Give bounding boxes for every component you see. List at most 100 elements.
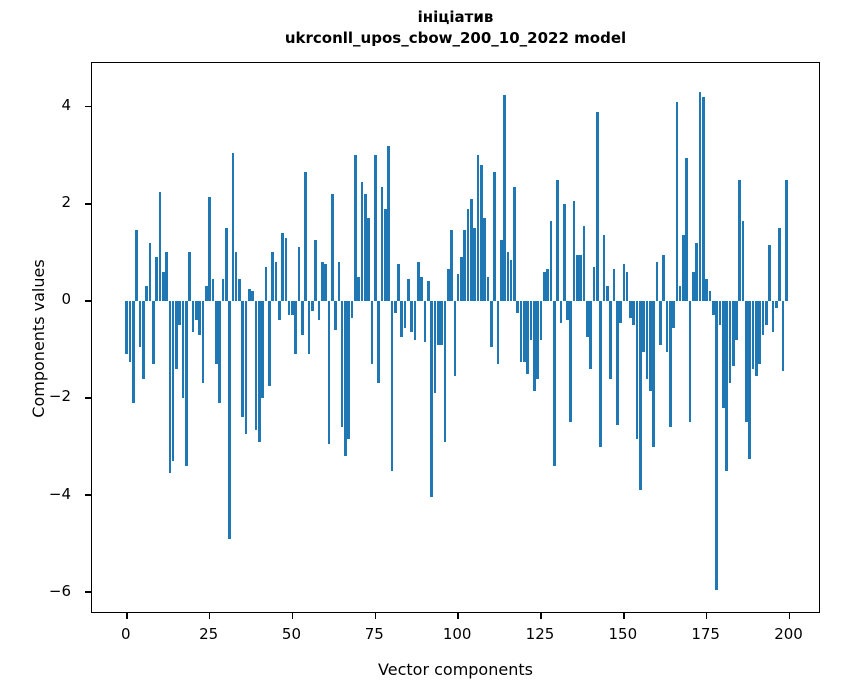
bar (721, 300, 725, 408)
bar (499, 240, 503, 301)
bar (360, 181, 364, 301)
bar (185, 300, 188, 466)
y-tick-label: 4 (61, 96, 71, 115)
bar (334, 300, 337, 330)
bar (453, 300, 457, 377)
bar (705, 279, 708, 301)
bar (440, 300, 443, 345)
chart-title: ініціатив ukrconll_upos_cbow_200_10_2022… (91, 7, 820, 49)
bar (304, 172, 308, 301)
bar (566, 300, 569, 321)
bar (420, 276, 424, 301)
bar (748, 300, 752, 459)
bar (433, 300, 437, 394)
bar (294, 300, 298, 355)
bar (165, 252, 168, 301)
bar (423, 300, 427, 343)
bar (768, 245, 771, 301)
bar (470, 198, 473, 301)
bar (264, 266, 268, 301)
plot-area (85, 62, 820, 619)
bar (367, 218, 370, 301)
bar (373, 155, 377, 301)
bar (410, 300, 414, 333)
bar (672, 300, 675, 328)
bar (400, 300, 404, 338)
y-tick-mark (85, 202, 92, 205)
bar (377, 300, 380, 384)
bar (347, 300, 351, 440)
bar (645, 300, 649, 379)
bar (516, 300, 520, 313)
chart-title-word: ініціатив (417, 8, 494, 26)
bar (238, 279, 241, 301)
x-tick-mark (623, 612, 625, 619)
bar (287, 300, 291, 316)
bar (291, 300, 294, 316)
y-tick-mark (85, 591, 92, 593)
bar (539, 300, 543, 340)
x-tick-label: 125 (525, 625, 555, 643)
bar (602, 235, 606, 301)
bar (427, 281, 430, 301)
bar (668, 300, 672, 428)
bar (778, 228, 781, 301)
bar (248, 288, 251, 301)
bar (675, 101, 679, 301)
bar (198, 300, 201, 335)
bar (632, 300, 636, 326)
bar (297, 247, 301, 301)
bar (506, 252, 510, 301)
y-tick-label: −2 (48, 387, 71, 406)
bar (456, 274, 460, 301)
bar (761, 300, 765, 335)
bar (781, 300, 785, 372)
bar (221, 279, 225, 301)
bar (178, 300, 182, 326)
bar (649, 300, 652, 391)
bar (155, 257, 158, 301)
y-tick-label: 0 (61, 290, 71, 309)
bar (665, 300, 669, 352)
bar (344, 300, 347, 457)
bar (128, 300, 132, 362)
bar (718, 300, 722, 326)
bar (622, 264, 626, 301)
bar (784, 179, 788, 301)
bar (751, 300, 755, 369)
x-tick-label: 150 (608, 625, 638, 643)
bar (612, 269, 616, 301)
bar (513, 186, 516, 301)
bar (533, 300, 536, 391)
bar (576, 254, 579, 301)
bar (529, 300, 533, 340)
bar (443, 300, 447, 442)
bar (148, 242, 152, 301)
bar (307, 300, 311, 355)
bar (138, 300, 142, 347)
bar (181, 300, 185, 398)
bar (728, 300, 732, 384)
y-tick-mark (85, 494, 92, 496)
bar (142, 300, 145, 379)
bar (397, 264, 400, 301)
bar (639, 300, 642, 491)
bar (685, 157, 689, 301)
x-tick-label: 200 (774, 625, 803, 643)
x-tick-label: 100 (442, 625, 472, 643)
bar (175, 300, 178, 369)
x-tick-mark (374, 612, 377, 619)
bar (364, 194, 367, 301)
bar (284, 237, 288, 301)
bar (556, 179, 559, 301)
bar (463, 230, 467, 301)
bar (171, 300, 175, 462)
bar (619, 300, 622, 323)
bar (446, 269, 450, 301)
bar (251, 291, 255, 301)
x-tick-mark (788, 612, 791, 619)
bar (258, 300, 261, 442)
bar (417, 262, 420, 301)
bar (493, 172, 496, 301)
x-tick-label: 0 (121, 625, 131, 643)
